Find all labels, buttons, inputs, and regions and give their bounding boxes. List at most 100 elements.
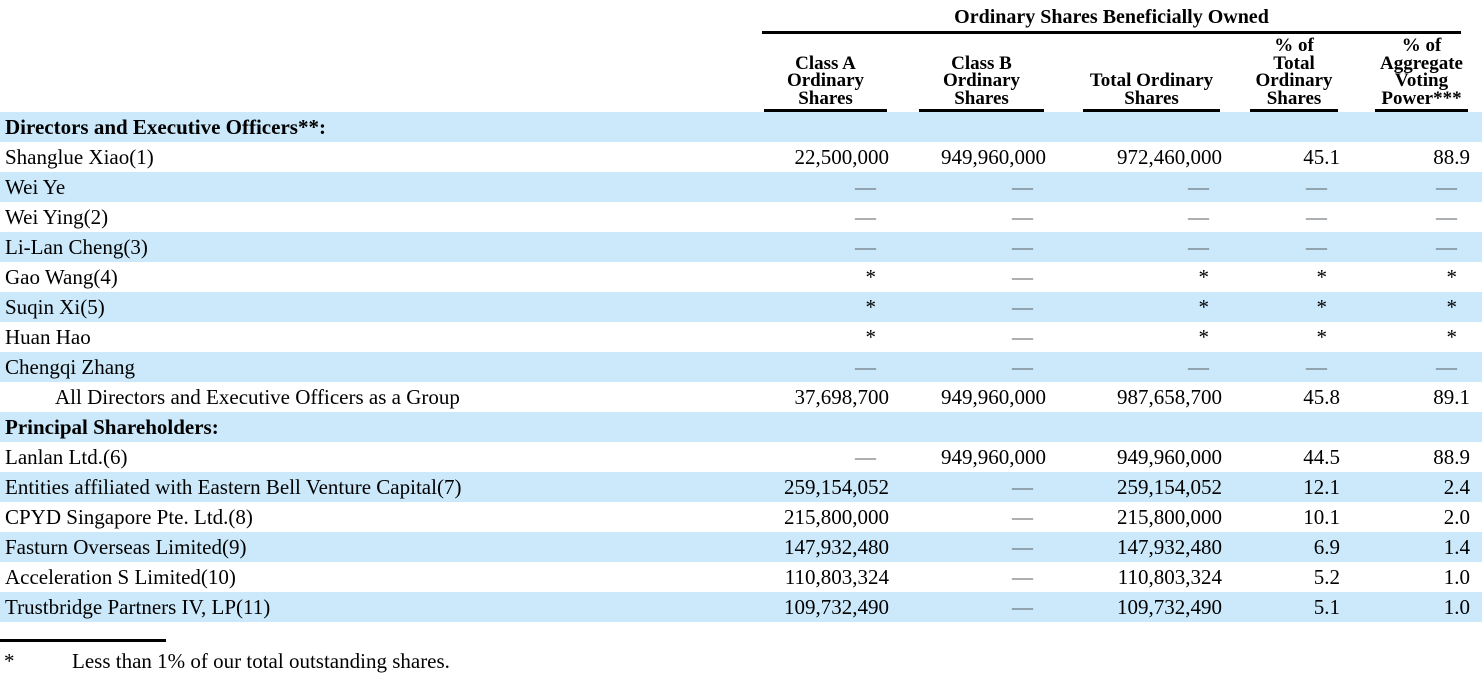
table-row: Fasturn Overseas Limited(9) 147,932,480 … [0,532,1482,562]
row-value-class-a: * [865,265,877,289]
row-value-class-b: — [1012,535,1033,559]
row-value-class-a: 22,500,000 [794,145,890,169]
row-value-pct-total [1222,112,1340,142]
row-value-class-b: — [1012,205,1033,229]
row-value-pct-total: 44.5 [1303,445,1340,469]
row-value-class-b: — [1012,325,1033,349]
row-value-pct-voting: 88.9 [1433,445,1470,469]
row-label: All Directors and Executive Officers as … [55,385,460,409]
row-value-total: 147,932,480 [1117,535,1222,559]
row-value-pct-total: * [1316,295,1328,319]
table-row: Wei Ying(2) — — — — — [0,202,1482,232]
row-value-pct-voting: 89.1 [1433,385,1470,409]
column-header-cell: % of Total Ordinary Shares [1222,36,1340,112]
row-value-class-b: — [1012,295,1033,319]
footnote: * Less than 1% of our total outstanding … [0,648,1482,674]
row-value-pct-total: 5.1 [1313,595,1340,619]
column-header-cell: Class B Ordinary Shares [889,54,1046,112]
row-value-class-a: 147,932,480 [784,535,889,559]
row-value-class-b [889,412,1046,442]
column-header-cell: Total Ordinary Shares [1046,71,1222,112]
column-header-cell: Class A Ordinary Shares [762,54,889,112]
row-value-class-b: — [1012,505,1033,529]
row-value-class-b: — [1012,595,1033,619]
row-value-total: 215,800,000 [1117,505,1222,529]
row-label: Huan Hao [5,325,91,349]
row-value-total: 972,460,000 [1117,145,1222,169]
row-value-class-a: — [855,205,876,229]
row-value-pct-voting: * [1446,325,1458,349]
row-value-class-a: 259,154,052 [784,475,889,499]
row-value-pct-voting: — [1436,175,1457,199]
table-row: Li-Lan Cheng(3) — — — — — [0,232,1482,262]
row-label: Shanglue Xiao(1) [5,145,154,169]
row-value-pct-voting [1340,412,1470,442]
row-value-total: * [1198,295,1210,319]
table-row: Shanglue Xiao(1) 22,500,000 949,960,000 … [0,142,1482,172]
row-label: Directors and Executive Officers**: [5,115,326,139]
column-header-class-a-shares: Class A Ordinary Shares [764,54,887,112]
row-value-pct-total: 10.1 [1303,505,1340,529]
row-value-pct-total: — [1306,205,1327,229]
row-value-pct-total: * [1316,265,1328,289]
row-value-total: 110,803,324 [1117,565,1222,589]
row-value-class-a: 37,698,700 [794,385,890,409]
row-value-class-b: 949,960,000 [941,385,1046,409]
row-value-total [1046,412,1222,442]
row-value-class-a: — [855,175,876,199]
row-label: Principal Shareholders: [5,415,219,439]
row-value-pct-total: 45.1 [1303,145,1340,169]
row-value-pct-voting: — [1436,355,1457,379]
row-value-total: — [1188,235,1209,259]
column-header-class-b-shares: Class B Ordinary Shares [919,54,1044,112]
row-value-class-a: * [865,325,877,349]
row-value-total: 109,732,490 [1117,595,1222,619]
row-value-class-a: — [855,355,876,379]
table-row: Gao Wang(4) * — * * * [0,262,1482,292]
column-header-row: Class A Ordinary Shares Class B Ordinary… [0,36,1482,112]
table-row: Chengqi Zhang — — — — — [0,352,1482,382]
row-label: Trustbridge Partners IV, LP(11) [5,595,271,619]
table-row: Directors and Executive Officers**: [0,112,1482,142]
group-header-text: Ordinary Shares Beneficially Owned [954,6,1269,28]
table-row: CPYD Singapore Pte. Ltd.(8) 215,800,000 … [0,502,1482,532]
row-value-pct-total: 12.1 [1303,475,1340,499]
table-body: Directors and Executive Officers**: Shan… [0,112,1482,622]
row-value-total: — [1188,355,1209,379]
row-value-pct-voting: 1.0 [1443,565,1470,589]
row-value-pct-total: 6.9 [1313,535,1340,559]
row-value-pct-voting: * [1446,295,1458,319]
row-label: Suqin Xi(5) [5,295,105,319]
table-row: Suqin Xi(5) * — * * * [0,292,1482,322]
row-value-total: — [1188,175,1209,199]
table-row: All Directors and Executive Officers as … [0,382,1482,412]
row-value-pct-voting: 2.0 [1443,505,1470,529]
row-value-total: * [1198,265,1210,289]
row-value-class-a [762,112,889,142]
row-value-total: — [1188,205,1209,229]
table-row: Huan Hao * — * * * [0,322,1482,352]
row-value-pct-voting: — [1436,205,1457,229]
row-value-class-b [889,112,1046,142]
row-value-pct-voting [1340,112,1470,142]
row-value-pct-total [1222,412,1340,442]
column-header-pct-voting-power: % of Aggregate Voting Power*** [1375,36,1468,112]
row-value-class-b: 949,960,000 [941,145,1046,169]
row-value-pct-voting: — [1436,235,1457,259]
row-value-class-b: — [1012,265,1033,289]
row-value-pct-total: * [1316,325,1328,349]
row-label: Lanlan Ltd.(6) [5,445,128,469]
column-header-cell: % of Aggregate Voting Power*** [1340,36,1470,112]
row-value-class-b: — [1012,355,1033,379]
row-value-pct-voting: * [1446,265,1458,289]
footnote-text: Less than 1% of our total outstanding sh… [72,649,450,673]
row-value-pct-total: 45.8 [1303,385,1340,409]
footnote-rule [0,639,166,642]
row-label: Wei Ye [5,175,66,199]
row-label: Acceleration S Limited(10) [5,565,236,589]
row-value-class-b: — [1012,175,1033,199]
row-label: Chengqi Zhang [5,355,136,379]
row-label: Entities affiliated with Eastern Bell Ve… [5,475,462,499]
row-value-class-a: — [855,445,876,469]
